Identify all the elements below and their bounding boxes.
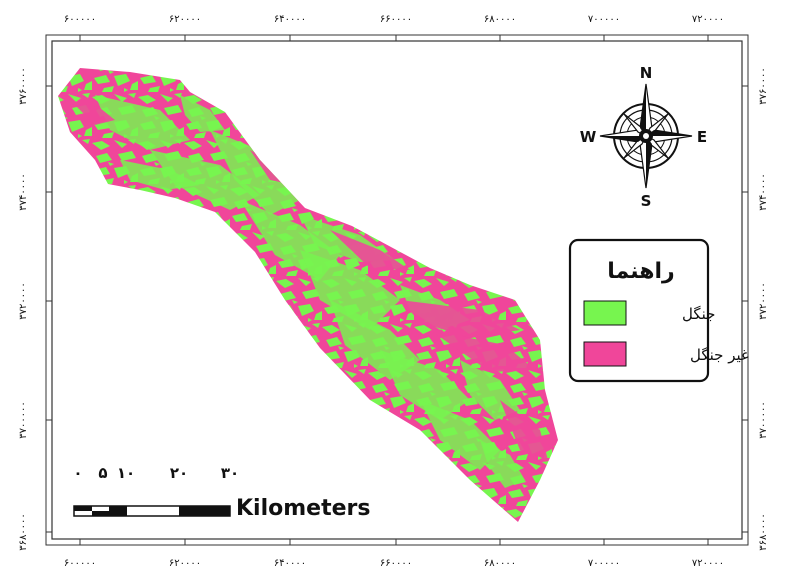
forest-patch <box>300 250 400 330</box>
study-area-map[interactable] <box>58 68 558 522</box>
legend-swatch-non-forest <box>583 341 627 367</box>
forest-patch <box>150 150 260 210</box>
north-arrow: N S E W <box>580 64 707 210</box>
legend-title: راهنما <box>607 259 674 284</box>
x-tick-label: ۶۸۰۰۰۰ <box>484 14 516 25</box>
x-tick-labels-top: ۶۰۰۰۰۰ ۶۲۰۰۰۰ ۶۴۰۰۰۰ ۶۶۰۰۰۰ ۶۸۰۰۰۰ ۷۰۰۰۰… <box>64 14 724 25</box>
forest-patch <box>380 350 470 420</box>
compass-e-label: E <box>697 128 707 146</box>
scale-tick-label: ۰ <box>73 464 82 482</box>
map-neatline-outer <box>45 34 749 546</box>
compass-w-label: W <box>580 128 597 146</box>
land-cover-patches <box>70 95 548 488</box>
x-tick-label: ۶۲۰۰۰۰ <box>169 14 201 25</box>
y-tick-label: ۳۷۴۰۰۰۰ <box>18 173 29 211</box>
y-tick-label: ۳۶۸۰۰۰۰ <box>18 513 29 551</box>
y-tick-label: ۳۶۸۰۰۰۰ <box>758 513 769 551</box>
non-forest-patch <box>500 400 548 460</box>
y-tick-label: ۳۷۴۰۰۰۰ <box>758 173 769 211</box>
x-tick-label: ۶۰۰۰۰۰ <box>64 558 96 569</box>
non-forest-patch <box>330 230 410 270</box>
x-tick-labels-bottom: ۶۰۰۰۰۰ ۶۲۰۰۰۰ ۶۴۰۰۰۰ ۶۶۰۰۰۰ ۶۸۰۰۰۰ ۷۰۰۰۰… <box>64 558 724 569</box>
x-tick-label: ۶۰۰۰۰۰ <box>64 14 96 25</box>
scale-unit-label: Kilometers <box>236 496 370 521</box>
y-tick-label: ۳۷۰۰۰۰۰ <box>758 401 769 439</box>
graticule-ticks <box>46 35 748 545</box>
legend-swatch-forest <box>583 300 627 326</box>
non-forest-patch <box>430 330 535 372</box>
y-tick-label: ۳۷۰۰۰۰۰ <box>18 401 29 439</box>
legend: راهنما جنگل غیر جنگل <box>568 238 749 383</box>
non-forest-patch <box>400 300 520 338</box>
forest-patch <box>420 400 500 470</box>
x-tick-label: ۶۶۰۰۰۰ <box>380 558 412 569</box>
forest-patch <box>95 95 190 150</box>
y-tick-labels-right: ۳۷۶۰۰۰۰ ۳۷۴۰۰۰۰ ۳۷۲۰۰۰۰ ۳۷۰۰۰۰۰ ۳۶۸۰۰۰۰ <box>758 67 769 551</box>
compass-s-label: S <box>641 192 652 210</box>
x-tick-label: ۷۲۰۰۰۰ <box>692 14 724 25</box>
legend-label-non-forest: غیر جنگل <box>690 346 749 364</box>
x-tick-label: ۶۸۰۰۰۰ <box>484 558 516 569</box>
y-tick-label: ۳۷۲۰۰۰۰ <box>18 282 29 320</box>
y-tick-label: ۳۷۲۰۰۰۰ <box>758 282 769 320</box>
x-tick-label: ۶۴۰۰۰۰ <box>274 558 306 569</box>
forest-patch <box>120 160 200 190</box>
scale-tick-label: ۲۰ <box>170 464 188 482</box>
scale-tick-label: ۵ <box>98 464 107 482</box>
forest-patch <box>480 440 525 488</box>
legend-label-forest: جنگل <box>682 305 715 323</box>
x-tick-label: ۷۰۰۰۰۰ <box>588 558 620 569</box>
scale-bar: ۰ ۵ ۱۰ ۲۰ ۳۰ Kilometers <box>73 464 370 521</box>
scale-tick-label: ۱۰ <box>117 464 135 482</box>
forest-patch <box>180 95 225 132</box>
x-tick-label: ۶۲۰۰۰۰ <box>169 558 201 569</box>
forest-patch <box>210 130 300 215</box>
y-tick-label: ۳۷۶۰۰۰۰ <box>758 67 769 105</box>
compass-n-label: N <box>640 64 653 82</box>
non-forest-patch <box>70 100 115 125</box>
scale-tick-label: ۳۰ <box>221 464 239 482</box>
x-tick-label: ۶۴۰۰۰۰ <box>274 14 306 25</box>
x-tick-label: ۷۰۰۰۰۰ <box>588 14 620 25</box>
x-tick-label: ۷۲۰۰۰۰ <box>692 558 724 569</box>
y-tick-label: ۳۷۶۰۰۰۰ <box>18 67 29 105</box>
y-tick-labels-left: ۳۷۶۰۰۰۰ ۳۷۴۰۰۰۰ ۳۷۲۰۰۰۰ ۳۷۰۰۰۰۰ ۳۶۸۰۰۰۰ <box>18 67 29 551</box>
x-tick-label: ۶۶۰۰۰۰ <box>380 14 412 25</box>
